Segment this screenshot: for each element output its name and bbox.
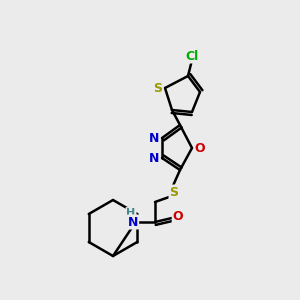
Text: N: N (149, 131, 159, 145)
Text: S: S (169, 185, 178, 199)
Text: H: H (126, 208, 136, 218)
Text: N: N (128, 215, 138, 229)
Text: Cl: Cl (185, 50, 199, 62)
Text: O: O (173, 209, 183, 223)
Text: N: N (149, 152, 159, 164)
Text: S: S (154, 82, 163, 94)
Text: O: O (195, 142, 205, 154)
